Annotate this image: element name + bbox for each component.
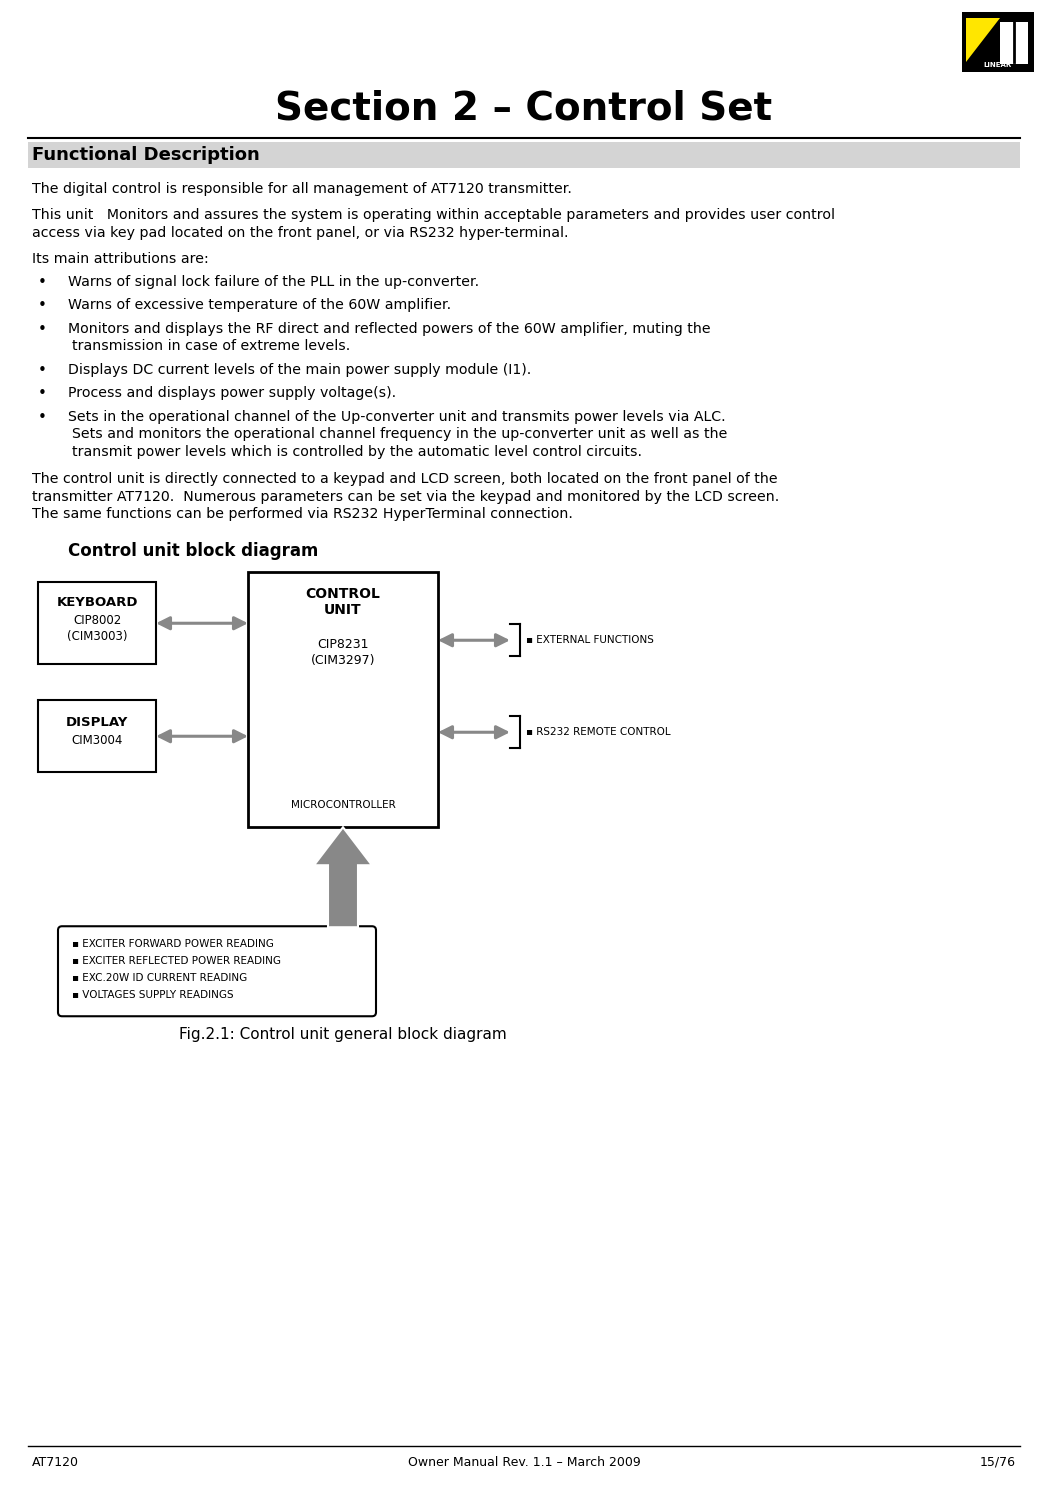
Text: The same functions can be performed via RS232 HyperTerminal connection.: The same functions can be performed via …: [32, 507, 573, 522]
Text: ▪ EXTERNAL FUNCTIONS: ▪ EXTERNAL FUNCTIONS: [526, 635, 654, 645]
Text: (CIM3297): (CIM3297): [311, 654, 375, 666]
Polygon shape: [966, 18, 1000, 63]
Text: Its main attributions are:: Its main attributions are:: [32, 252, 209, 267]
Text: DISPLAY: DISPLAY: [66, 715, 128, 729]
Text: Functional Description: Functional Description: [32, 146, 260, 164]
FancyBboxPatch shape: [38, 583, 156, 665]
FancyBboxPatch shape: [962, 12, 1034, 72]
Text: Section 2 – Control Set: Section 2 – Control Set: [276, 89, 772, 127]
Text: CONTROL: CONTROL: [306, 587, 380, 602]
Text: ▪ RS232 REMOTE CONTROL: ▪ RS232 REMOTE CONTROL: [526, 727, 671, 738]
Text: The control unit is directly connected to a keypad and LCD screen, both located : The control unit is directly connected t…: [32, 472, 778, 486]
Text: Sets and monitors the operational channel frequency in the up-converter unit as : Sets and monitors the operational channe…: [72, 428, 727, 441]
Text: CIP8002: CIP8002: [73, 614, 122, 627]
Text: transmit power levels which is controlled by the automatic level control circuit: transmit power levels which is controlle…: [72, 444, 642, 459]
Text: Warns of excessive temperature of the 60W amplifier.: Warns of excessive temperature of the 60…: [68, 298, 451, 313]
Text: ▪ VOLTAGES SUPPLY READINGS: ▪ VOLTAGES SUPPLY READINGS: [72, 991, 234, 1000]
Text: ▪ EXCITER FORWARD POWER READING: ▪ EXCITER FORWARD POWER READING: [72, 939, 274, 949]
FancyBboxPatch shape: [248, 572, 438, 827]
Text: •: •: [38, 410, 47, 425]
FancyBboxPatch shape: [1000, 22, 1028, 64]
Text: Sets in the operational channel of the Up-converter unit and transmits power lev: Sets in the operational channel of the U…: [68, 410, 725, 423]
FancyBboxPatch shape: [58, 927, 376, 1016]
FancyBboxPatch shape: [28, 142, 1020, 168]
Text: •: •: [38, 386, 47, 401]
Text: transmission in case of extreme levels.: transmission in case of extreme levels.: [72, 340, 350, 353]
Text: •: •: [38, 298, 47, 313]
Text: Control unit block diagram: Control unit block diagram: [68, 542, 319, 560]
Text: (CIM3003): (CIM3003): [67, 630, 127, 642]
Text: LINEAR: LINEAR: [984, 63, 1012, 69]
Text: The digital control is responsible for all management of AT7120 transmitter.: The digital control is responsible for a…: [32, 182, 572, 197]
Text: Owner Manual Rev. 1.1 – March 2009: Owner Manual Rev. 1.1 – March 2009: [408, 1456, 640, 1469]
Text: CIM3004: CIM3004: [71, 733, 123, 746]
Text: ▪ EXC.20W ID CURRENT READING: ▪ EXC.20W ID CURRENT READING: [72, 973, 247, 983]
Text: This unit   Monitors and assures the system is operating within acceptable param: This unit Monitors and assures the syste…: [32, 209, 835, 222]
Text: access via key pad located on the front panel, or via RS232 hyper-terminal.: access via key pad located on the front …: [32, 226, 568, 240]
Text: Process and displays power supply voltage(s).: Process and displays power supply voltag…: [68, 386, 396, 401]
Text: UNIT: UNIT: [324, 603, 362, 617]
Text: CIP8231: CIP8231: [318, 638, 369, 651]
Text: •: •: [38, 274, 47, 289]
Text: •: •: [38, 362, 47, 378]
Text: transmitter AT7120.  Numerous parameters can be set via the keypad and monitored: transmitter AT7120. Numerous parameters …: [32, 490, 780, 504]
Text: MICROCONTROLLER: MICROCONTROLLER: [290, 800, 395, 811]
Text: AT7120: AT7120: [32, 1456, 79, 1469]
Text: •: •: [38, 322, 47, 337]
FancyArrow shape: [314, 827, 372, 927]
Text: KEYBOARD: KEYBOARD: [57, 596, 137, 609]
Text: Fig.2.1: Control unit general block diagram: Fig.2.1: Control unit general block diag…: [179, 1027, 507, 1042]
Text: Monitors and displays the RF direct and reflected powers of the 60W amplifier, m: Monitors and displays the RF direct and …: [68, 322, 711, 335]
Text: Displays DC current levels of the main power supply module (I1).: Displays DC current levels of the main p…: [68, 362, 531, 377]
Text: ▪ EXCITER REFLECTED POWER READING: ▪ EXCITER REFLECTED POWER READING: [72, 957, 281, 966]
Text: 15/76: 15/76: [980, 1456, 1016, 1469]
FancyBboxPatch shape: [38, 700, 156, 772]
Text: Warns of signal lock failure of the PLL in the up-converter.: Warns of signal lock failure of the PLL …: [68, 274, 479, 289]
